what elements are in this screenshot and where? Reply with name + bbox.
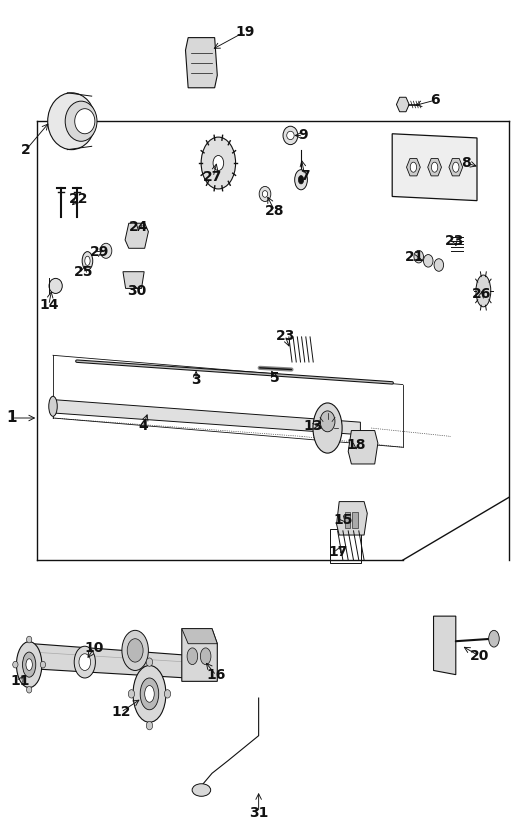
Circle shape <box>200 648 211 665</box>
Ellipse shape <box>145 686 154 702</box>
Polygon shape <box>407 159 420 176</box>
Text: 31: 31 <box>249 806 268 819</box>
Circle shape <box>187 648 198 665</box>
Text: 10: 10 <box>85 641 104 655</box>
Text: 9: 9 <box>298 129 308 142</box>
Text: 23: 23 <box>276 329 295 343</box>
Text: 30: 30 <box>127 284 146 298</box>
Polygon shape <box>123 272 144 288</box>
Ellipse shape <box>16 642 42 687</box>
Ellipse shape <box>423 254 433 268</box>
Text: 14: 14 <box>39 298 58 312</box>
Text: 4: 4 <box>138 420 148 433</box>
Text: 13: 13 <box>303 420 322 433</box>
Text: 21: 21 <box>405 251 424 264</box>
Polygon shape <box>182 629 217 681</box>
Ellipse shape <box>65 101 97 141</box>
Text: 26: 26 <box>472 288 491 301</box>
Ellipse shape <box>85 257 90 266</box>
Polygon shape <box>449 159 463 176</box>
Circle shape <box>453 162 459 172</box>
Circle shape <box>489 630 499 647</box>
Text: 22: 22 <box>69 192 88 206</box>
Text: 6: 6 <box>430 94 439 107</box>
Ellipse shape <box>201 137 235 189</box>
Text: 2: 2 <box>21 144 30 157</box>
Polygon shape <box>434 616 456 675</box>
Polygon shape <box>337 502 367 535</box>
Text: 11: 11 <box>11 675 30 688</box>
Ellipse shape <box>320 411 335 431</box>
Text: 17: 17 <box>329 545 348 558</box>
Text: 1: 1 <box>6 410 17 426</box>
Ellipse shape <box>26 636 32 643</box>
Ellipse shape <box>140 678 159 710</box>
Polygon shape <box>53 400 360 435</box>
Ellipse shape <box>100 243 112 258</box>
Ellipse shape <box>13 661 18 668</box>
Ellipse shape <box>26 686 32 693</box>
Circle shape <box>298 176 304 184</box>
Ellipse shape <box>26 659 32 670</box>
Polygon shape <box>186 38 217 88</box>
Text: 7: 7 <box>300 169 310 182</box>
Text: 23: 23 <box>445 234 464 247</box>
Ellipse shape <box>164 690 171 698</box>
Text: 27: 27 <box>204 171 223 184</box>
Ellipse shape <box>79 654 91 670</box>
Text: 3: 3 <box>191 374 201 387</box>
Ellipse shape <box>74 646 95 678</box>
Ellipse shape <box>476 275 491 307</box>
Ellipse shape <box>434 259 444 272</box>
Polygon shape <box>348 431 378 464</box>
Ellipse shape <box>192 784 211 796</box>
Polygon shape <box>428 159 441 176</box>
Polygon shape <box>396 97 409 112</box>
Ellipse shape <box>40 661 46 668</box>
Text: 29: 29 <box>90 246 109 259</box>
Polygon shape <box>392 134 477 201</box>
Ellipse shape <box>262 191 268 197</box>
Ellipse shape <box>128 690 135 698</box>
Ellipse shape <box>127 639 143 662</box>
Circle shape <box>295 170 307 190</box>
Text: 16: 16 <box>207 669 226 682</box>
Ellipse shape <box>213 155 224 171</box>
Ellipse shape <box>146 658 153 666</box>
Polygon shape <box>182 629 217 644</box>
Ellipse shape <box>122 630 148 670</box>
Text: 25: 25 <box>74 265 93 278</box>
Circle shape <box>431 162 438 172</box>
Polygon shape <box>125 223 148 248</box>
Ellipse shape <box>146 721 153 730</box>
Ellipse shape <box>48 93 95 150</box>
Ellipse shape <box>22 652 36 677</box>
Ellipse shape <box>313 403 342 453</box>
Ellipse shape <box>49 278 63 293</box>
Ellipse shape <box>287 131 294 140</box>
Bar <box>344 512 350 528</box>
Text: 5: 5 <box>270 371 279 385</box>
Ellipse shape <box>414 251 423 263</box>
Bar <box>352 512 358 528</box>
Text: 18: 18 <box>347 438 366 451</box>
Text: 15: 15 <box>334 513 353 527</box>
Text: 20: 20 <box>470 650 489 663</box>
Text: 24: 24 <box>129 221 148 234</box>
Text: 19: 19 <box>235 25 254 38</box>
Text: 12: 12 <box>111 706 130 719</box>
Ellipse shape <box>133 665 166 722</box>
Ellipse shape <box>49 396 57 416</box>
Polygon shape <box>33 644 201 679</box>
Ellipse shape <box>283 126 298 145</box>
Ellipse shape <box>75 109 95 134</box>
Text: 28: 28 <box>265 204 284 217</box>
Ellipse shape <box>259 186 271 201</box>
Ellipse shape <box>82 252 93 270</box>
Circle shape <box>410 162 417 172</box>
Text: 8: 8 <box>462 156 471 170</box>
